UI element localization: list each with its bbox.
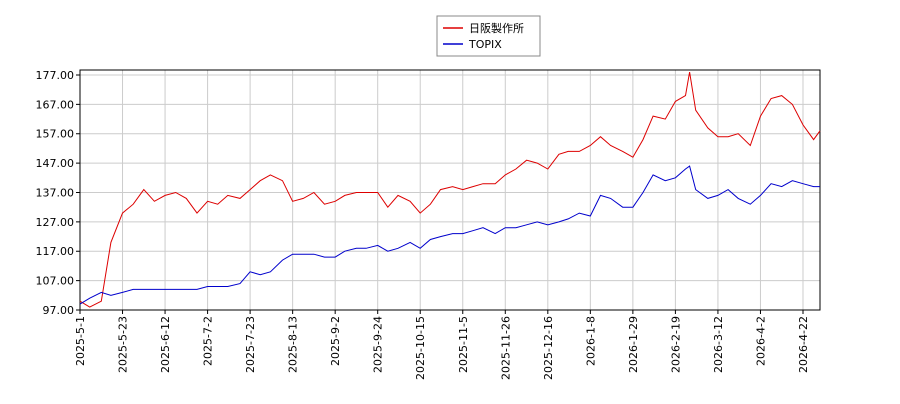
- x-tick-label: 2026-4-2: [754, 316, 767, 366]
- y-tick-label: 167.00: [36, 98, 75, 111]
- x-tick-label: 2026-1-8: [584, 316, 597, 366]
- x-tick-label: 2025-12-16: [542, 316, 555, 380]
- x-tick-label: 2026-4-22: [797, 316, 810, 373]
- x-tick-label: 2025-5-1: [74, 316, 87, 366]
- x-tick-label: 2025-7-2: [202, 316, 215, 366]
- x-tick-label: 2025-11-5: [457, 316, 470, 373]
- legend: 日阪製作所 TOPIX: [436, 15, 541, 57]
- legend-label: 日阪製作所: [469, 21, 524, 35]
- y-tick-label: 157.00: [36, 128, 75, 141]
- y-tick-label: 117.00: [36, 245, 75, 258]
- series-line: [79, 165, 820, 305]
- y-tick-label: 127.00: [36, 216, 75, 229]
- y-tick-label: 147.00: [36, 157, 75, 170]
- x-tick-label: 2025-10-15: [414, 316, 427, 380]
- plot-frame: [79, 69, 821, 311]
- x-tick-label: 2026-1-29: [627, 316, 640, 373]
- x-tick-label: 2025-7-23: [244, 316, 257, 373]
- y-tick-label: 177.00: [36, 69, 75, 82]
- y-tick-label: 107.00: [36, 275, 75, 288]
- x-tick-label: 2025-5-23: [117, 316, 130, 373]
- x-tick-label: 2026-2-19: [669, 316, 682, 373]
- series-line: [79, 72, 821, 308]
- x-tick-label: 2025-6-12: [159, 316, 172, 373]
- y-tick-label: 97.00: [43, 304, 75, 317]
- y-tick-label: 137.00: [36, 186, 75, 199]
- x-tick-label: 2025-9-2: [329, 316, 342, 366]
- legend-box: [436, 15, 541, 57]
- x-tick-label: 2025-11-26: [499, 316, 512, 380]
- legend-label: TOPIX: [468, 38, 502, 51]
- x-tick-label: 2025-8-13: [287, 316, 300, 373]
- x-tick-label: 2025-9-24: [372, 316, 385, 373]
- x-tick-label: 2026-3-12: [712, 316, 725, 373]
